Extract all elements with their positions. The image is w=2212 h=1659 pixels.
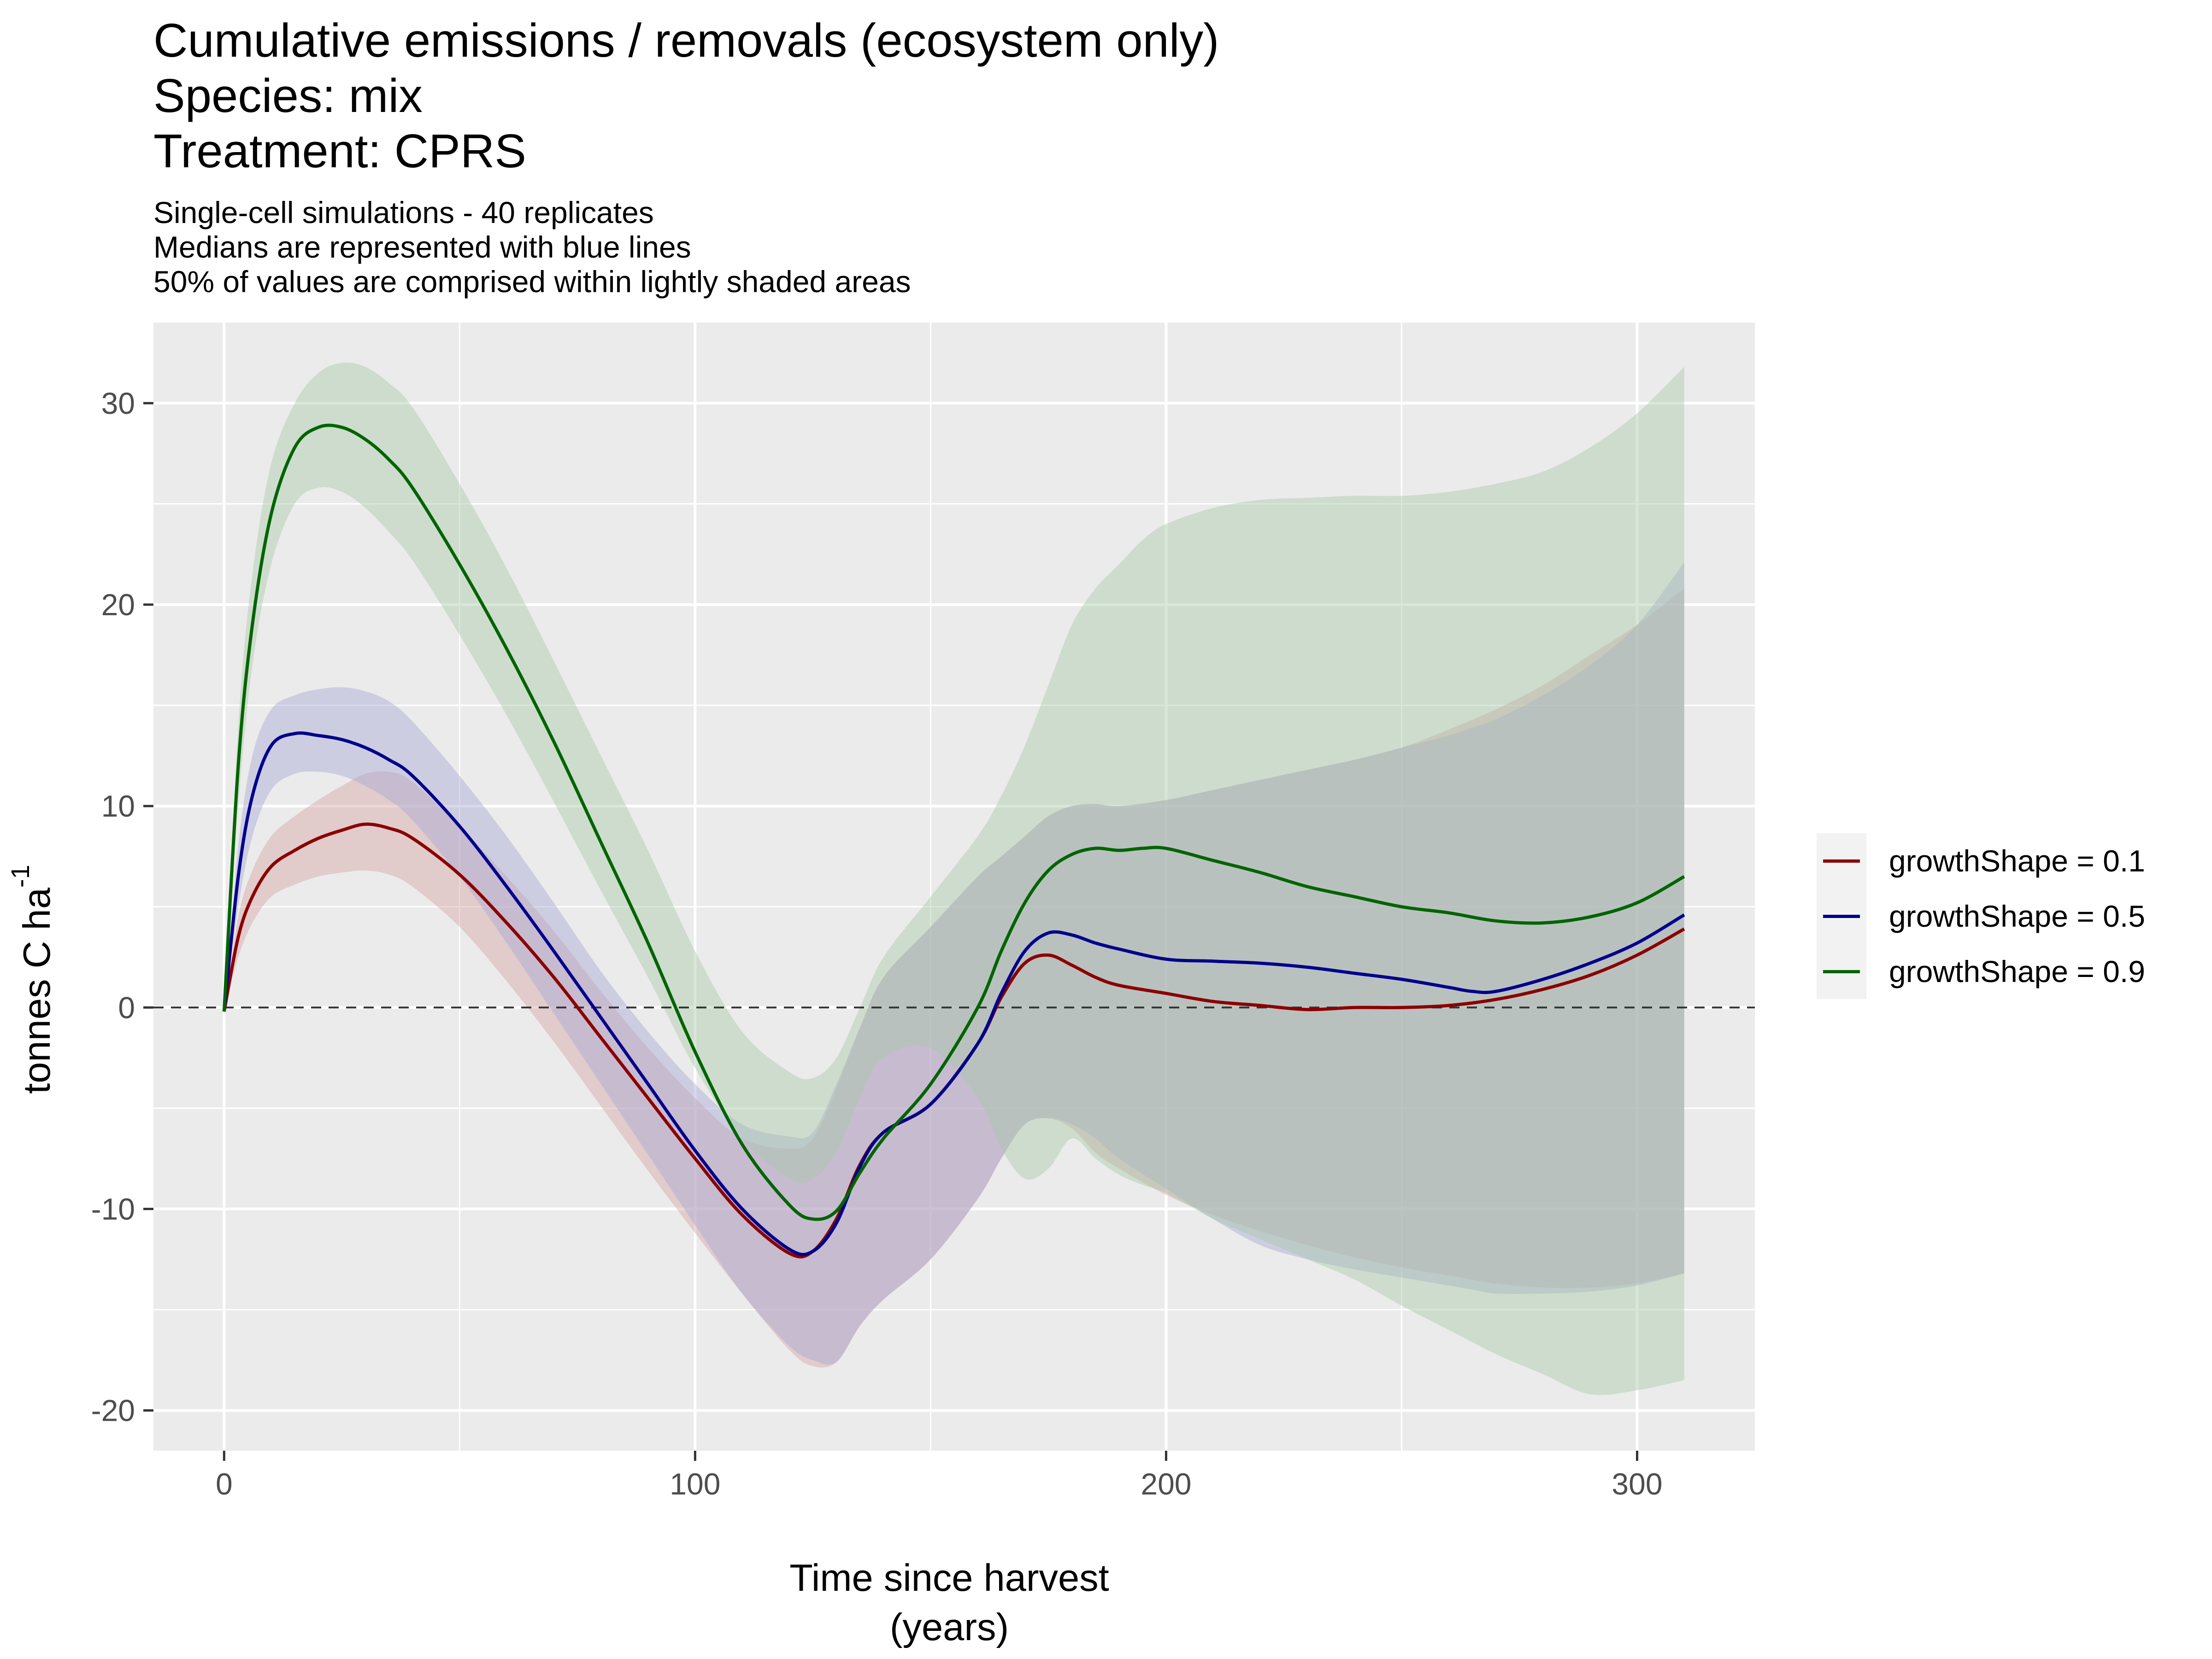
x-axis-label-unit: (years) <box>889 1606 1009 1648</box>
chart-title-line-1: Cumulative emissions / removals (ecosyst… <box>153 14 1219 67</box>
median-line-series-2 <box>222 424 1685 1221</box>
chart-subtitle-line-1: Single-cell simulations - 40 replicates <box>153 195 654 229</box>
y-tick-label: -20 <box>91 1394 135 1428</box>
y-axis-label-text: tonnes C ha <box>15 888 58 1094</box>
plot-panel <box>153 323 1755 1451</box>
legend-label: growthShape = 0.9 <box>1889 954 2145 988</box>
legend-key <box>1817 888 1866 944</box>
y-tick-label: 10 <box>101 789 135 823</box>
legend-key <box>1817 833 1866 888</box>
grid-minor <box>153 323 1755 1451</box>
chart-subtitle-line-3: 50% of values are comprised within light… <box>153 265 911 299</box>
ribbons <box>224 362 1684 1395</box>
ribbon-series-1 <box>224 562 1684 1365</box>
chart-subtitle-line-2: Medians are represented with blue lines <box>153 230 691 264</box>
grid-major <box>153 323 1755 1451</box>
legend-key <box>1817 944 1866 999</box>
median-line-series-1 <box>222 731 1685 1256</box>
legend-swatch <box>1823 970 1860 973</box>
legend-label: growthShape = 0.1 <box>1889 844 2145 878</box>
x-axis-label: Time since harvest <box>789 1556 1109 1599</box>
x-tick-label: 300 <box>1612 1467 1662 1501</box>
legend-swatch <box>1823 915 1860 918</box>
median-lines <box>222 424 1685 1259</box>
chart-title-line-3: Treatment: CPRS <box>153 124 526 177</box>
x-tick-label: 0 <box>216 1467 233 1501</box>
legend-label: growthShape = 0.5 <box>1889 899 2145 933</box>
legend-swatch <box>1823 859 1860 863</box>
y-tick-label: 30 <box>101 386 135 420</box>
y-tick-label: 20 <box>101 588 135 622</box>
y-tick-label: -10 <box>91 1192 135 1226</box>
ribbon-series-2 <box>224 362 1684 1395</box>
axis-ticks: 0 100 200 300 -20 -10 0 10 20 30 <box>91 386 1663 1501</box>
chart-title-line-2: Species: mix <box>153 69 423 122</box>
x-tick-label: 200 <box>1141 1467 1191 1501</box>
y-axis-label: tonnes C ha-1 <box>6 749 60 1210</box>
ribbon-series-0 <box>224 588 1684 1368</box>
y-axis-label-superscript: -1 <box>6 865 35 888</box>
x-tick-label: 100 <box>670 1467 720 1501</box>
y-tick-label: 0 <box>118 990 135 1024</box>
